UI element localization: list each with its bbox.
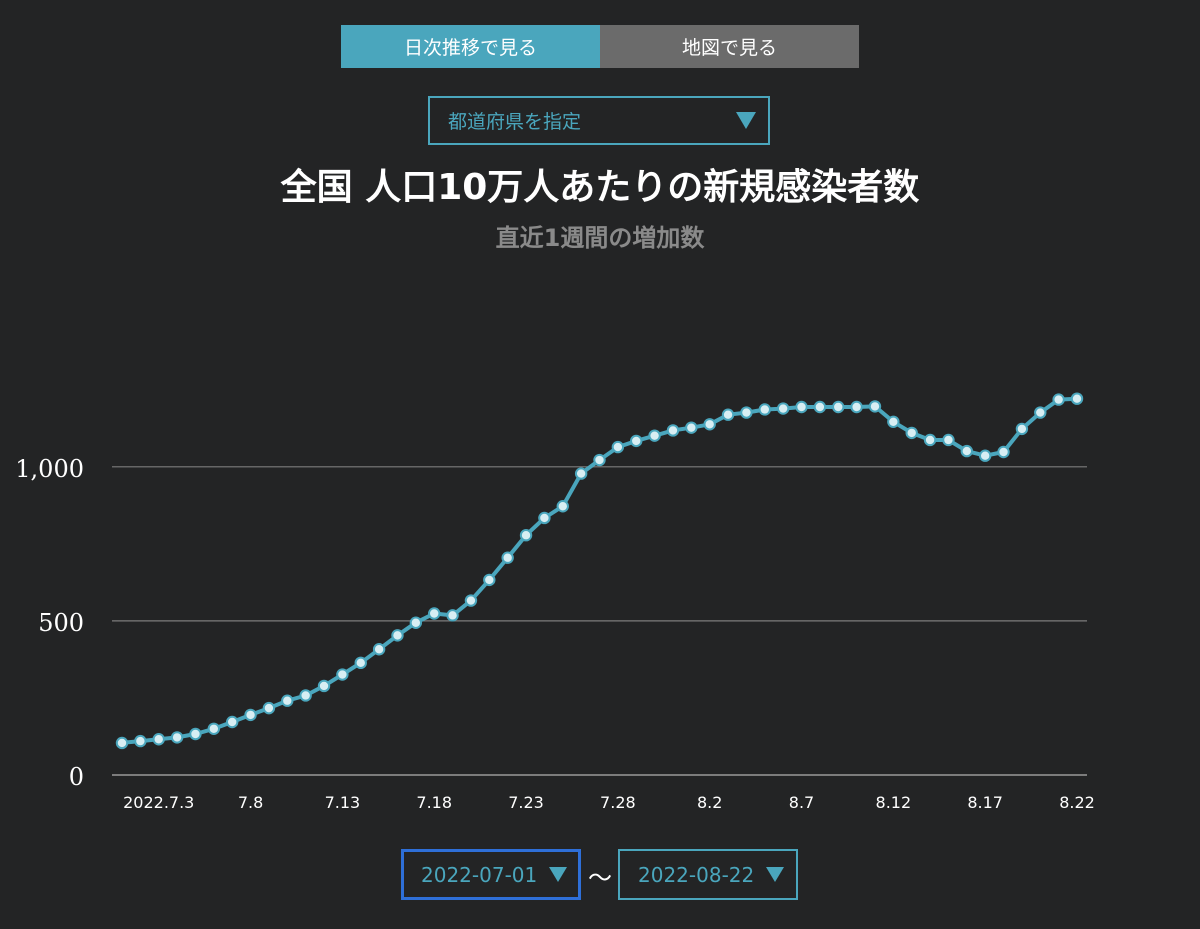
data-point [1034, 406, 1047, 419]
end-date-select[interactable]: 2022-08-22 [618, 849, 798, 900]
prefecture-select[interactable]: 都道府県を指定 [428, 96, 770, 145]
x-tick-label: 8.12 [876, 793, 912, 812]
data-point [372, 643, 386, 656]
data-point [483, 573, 496, 587]
data-point [244, 708, 257, 722]
data-point [740, 406, 753, 419]
x-tick-label: 2022.7.3 [123, 793, 194, 812]
series-points [115, 392, 1084, 750]
y-tick-label: 1,000 [15, 455, 84, 483]
grid-lines [112, 466, 1087, 776]
data-point [611, 440, 625, 454]
series-line-path [121, 396, 1078, 745]
data-point [978, 449, 992, 462]
data-point [134, 734, 147, 748]
x-tick-label: 8.22 [1059, 793, 1095, 812]
data-point [1070, 392, 1084, 405]
data-point [428, 607, 441, 620]
data-point [317, 679, 331, 693]
data-point [997, 445, 1010, 459]
chevron-down-icon [766, 867, 784, 882]
data-point [630, 434, 643, 448]
data-point [960, 444, 974, 458]
x-tick-label: 8.17 [967, 793, 1003, 812]
tab-map[interactable]: 地図で見る [600, 25, 859, 68]
data-point [648, 429, 661, 442]
data-point [189, 727, 202, 741]
y-tick-label: 0 [69, 763, 84, 791]
data-point [721, 408, 735, 421]
data-point [409, 616, 423, 629]
data-point [538, 511, 551, 525]
chart-subtitle: 直近1週間の増加数 [495, 224, 705, 252]
data-point [850, 400, 863, 414]
data-point [464, 594, 478, 607]
data-point [1015, 422, 1029, 436]
end-date-value: 2022-08-22 [638, 862, 755, 887]
data-point [501, 551, 514, 564]
chevron-down-icon [736, 112, 756, 129]
data-point [262, 701, 276, 715]
x-tick-label: 7.8 [238, 793, 263, 812]
data-point [868, 400, 882, 413]
data-point [832, 400, 845, 414]
data-point [887, 415, 900, 429]
x-tick-label: 8.7 [789, 793, 814, 812]
data-point [299, 689, 312, 702]
data-point [703, 418, 716, 431]
data-point [1052, 393, 1065, 406]
start-date-select[interactable]: 2022-07-01 [401, 849, 581, 900]
x-tick-label: 8.2 [697, 793, 722, 812]
tab-daily-trend[interactable]: 日次推移で見る [341, 25, 600, 68]
data-point [336, 668, 349, 681]
data-point [758, 403, 771, 416]
y-tick-labels: 0 500 1,000 [15, 455, 84, 791]
x-tick-label: 7.18 [416, 793, 452, 812]
data-point [776, 402, 790, 415]
line-chart: 0 500 1,000 2022.7.3 7.8 7.13 7.18 7.23 7.28 8.2… [15, 392, 1095, 812]
x-tick-label: 7.13 [325, 793, 361, 812]
data-point [446, 609, 459, 622]
view-tabs: 日次推移で見る 地図で見る [341, 25, 859, 68]
chart-title: 全国 人口10万人あたりの新規感染者数 [280, 167, 920, 208]
data-point [354, 656, 367, 670]
data-point [207, 722, 221, 735]
series-line [121, 396, 1078, 745]
prefecture-select-label: 都道府県を指定 [448, 111, 582, 133]
data-point [556, 500, 569, 513]
x-tick-labels: 2022.7.3 7.8 7.13 7.18 7.23 7.28 8.2 8.7 8.12 8.1… [123, 793, 1095, 812]
data-point [519, 529, 533, 542]
data-point [942, 433, 955, 447]
date-range-separator: 〜 [588, 864, 612, 892]
data-point [923, 433, 937, 447]
data-point [170, 731, 184, 744]
x-tick-label: 7.28 [600, 793, 636, 812]
data-point [225, 715, 239, 729]
data-point [574, 467, 588, 480]
data-point [795, 400, 808, 414]
y-tick-label: 500 [38, 609, 84, 637]
data-point [593, 453, 606, 467]
start-date-value: 2022-07-01 [421, 862, 538, 887]
data-point [391, 629, 404, 642]
data-point [666, 424, 680, 437]
chevron-down-icon [549, 867, 567, 882]
data-point [281, 694, 294, 707]
data-point [813, 400, 827, 414]
data-point [685, 421, 698, 434]
data-point [152, 733, 165, 746]
x-tick-label: 7.23 [508, 793, 544, 812]
data-point [905, 426, 918, 440]
data-point [115, 736, 129, 750]
